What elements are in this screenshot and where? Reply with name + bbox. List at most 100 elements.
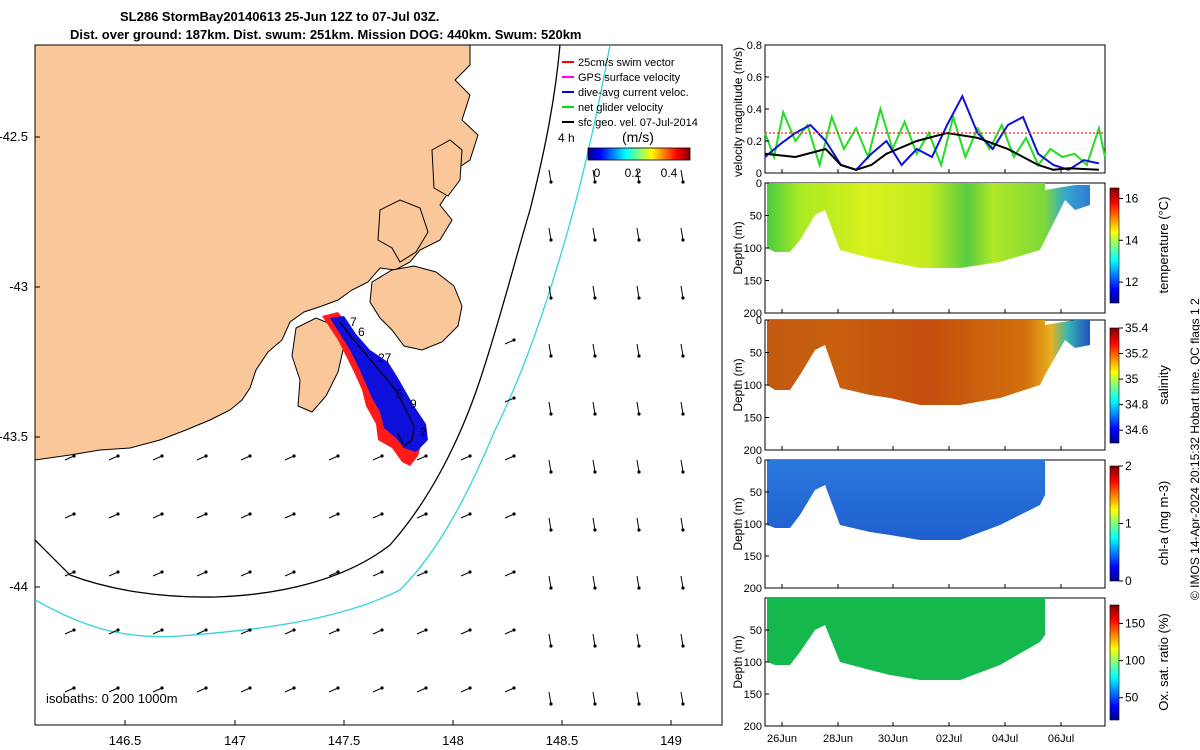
velocity-vector — [548, 691, 552, 705]
velocity-vector-head — [292, 686, 296, 690]
colorbar-tick-label: 35 — [1125, 372, 1139, 386]
velocity-vector — [636, 227, 640, 241]
time-tick-label: 04Jul — [992, 733, 1018, 745]
chla-panel — [764, 459, 1106, 589]
velocity-ylabel: velocity magnitude (m/s) — [731, 47, 745, 177]
velocity-vector-head — [549, 586, 553, 590]
map-panel: 76 27 95 2 4 h 25cm/s swim vector GPS surfac… — [0, 44, 723, 748]
velocity-y-tick-label: 0 — [756, 168, 762, 180]
colorbar-label: salinity — [1156, 365, 1171, 405]
velocity-vector-head — [637, 702, 641, 706]
velocity-vector-head — [549, 702, 553, 706]
velocity-series — [764, 93, 1106, 171]
velocity-vector-head — [72, 454, 76, 458]
map-y-tick-label: -44 — [9, 579, 28, 594]
map-y-tick-label: -43 — [9, 279, 28, 294]
velocity-vector-head — [116, 570, 120, 574]
colorbar-tick-label: 0 — [1125, 574, 1132, 588]
depth-tick-label: 0 — [756, 455, 762, 467]
velocity-vector — [680, 691, 684, 705]
velocity-vector — [196, 571, 207, 577]
velocity-vector-head — [549, 238, 553, 242]
day-labels: 76 27 95 2 — [350, 315, 427, 439]
velocity-vector — [460, 455, 471, 461]
time-tick-label: 26Jun — [767, 733, 797, 745]
velocity-vector-head — [72, 570, 76, 574]
chart-title-line1: SL286 StormBay20140613 25-Jun 12Z to 07-… — [120, 9, 440, 24]
velocity-vector — [504, 397, 515, 403]
salinity-colorbar — [1109, 327, 1120, 444]
velocity-vector-head — [204, 628, 208, 632]
velocity-vector — [64, 687, 75, 693]
velocity-vector-head — [336, 570, 340, 574]
depth-tick-label: 150 — [744, 276, 762, 288]
velocity-y-axis: 0 0.2 0.4 0.6 0.8 — [747, 40, 769, 180]
velocity-vector-head — [116, 628, 120, 632]
velocity-vector-head — [468, 570, 472, 574]
velocity-vector-head — [512, 396, 516, 400]
velocity-vector — [636, 575, 640, 589]
dive-avg-current-cloud — [330, 316, 428, 452]
map-y-tick-label: -43.5 — [0, 429, 28, 444]
isobath-label: isobaths: 0 200 1000m — [46, 691, 178, 706]
time-axis: 26Jun 28Jun 30Jun 02Jul 04Jul 06Jul — [767, 169, 1074, 745]
velocity-vector — [284, 687, 295, 693]
colorbar-tick-label: 2 — [1125, 459, 1132, 473]
velocity-vector-head — [593, 702, 597, 706]
velocity-vector-head — [292, 454, 296, 458]
velocity-vector-head — [681, 238, 685, 242]
map-x-axis: 146.5 147 147.5 148 148.5 149 — [109, 720, 682, 748]
velocity-vector — [680, 285, 684, 299]
land-tasmania — [35, 45, 479, 461]
depth-tick-label: 50 — [750, 348, 762, 360]
oxygen-colorbar — [1109, 604, 1120, 721]
velocity-vector — [548, 169, 552, 183]
chart-title-line2: Dist. over ground: 187km. Dist. swum: 25… — [70, 27, 582, 42]
depth-tick-label: 50 — [750, 625, 762, 637]
velocity-vector — [636, 285, 640, 299]
velocity-vector-head — [593, 296, 597, 300]
velocity-vector — [416, 687, 427, 693]
velocity-vector — [548, 575, 552, 589]
velocity-vector — [680, 343, 684, 357]
time-tick-label: 02Jul — [936, 733, 962, 745]
velocity-vector-head — [380, 570, 384, 574]
velocity-vector — [592, 517, 596, 531]
velocity-vector — [592, 343, 596, 357]
velocity-y-tick-label: 0.4 — [747, 104, 762, 116]
velocity-vector — [240, 687, 251, 693]
velocity-vector-head — [593, 238, 597, 242]
velocity-vector — [196, 629, 207, 635]
velocity-vector-head — [549, 528, 553, 532]
velocity-vector — [636, 517, 640, 531]
velocity-y-tick-label: 0.6 — [747, 72, 762, 84]
velocity-vector — [152, 687, 163, 693]
velocity-vector-head — [116, 686, 120, 690]
velocity-vector — [460, 629, 471, 635]
velocity-vector — [504, 687, 515, 693]
temperature-colorbar — [1109, 187, 1120, 304]
day-label: 27 — [378, 351, 392, 365]
velocity-vector — [284, 513, 295, 519]
velocity-vector-head — [424, 454, 428, 458]
velocity-vector — [636, 401, 640, 415]
velocity-vector — [592, 691, 596, 705]
velocity-vector — [636, 691, 640, 705]
velocity-vector — [592, 285, 596, 299]
velocity-vector-head — [512, 512, 516, 516]
velocity-vector-head — [637, 412, 641, 416]
map-x-tick-label: 149 — [660, 733, 682, 748]
velocity-vector — [460, 687, 471, 693]
velocity-vector-head — [116, 454, 120, 458]
velocity-vector — [152, 513, 163, 519]
colorbar-tick-label: 14 — [1125, 233, 1139, 247]
colorbar-label: temperature (°C) — [1156, 197, 1171, 294]
speed-colorbar-tick: 0.2 — [625, 166, 642, 180]
depth-tick-label: 200 — [744, 721, 762, 733]
velocity-vector-head — [637, 180, 641, 184]
velocity-vector-head — [248, 512, 252, 516]
land-forestier-peninsula — [377, 199, 429, 263]
velocity-vector-head — [248, 628, 252, 632]
velocity-vector-head — [72, 512, 76, 516]
velocity-vector-head — [681, 354, 685, 358]
